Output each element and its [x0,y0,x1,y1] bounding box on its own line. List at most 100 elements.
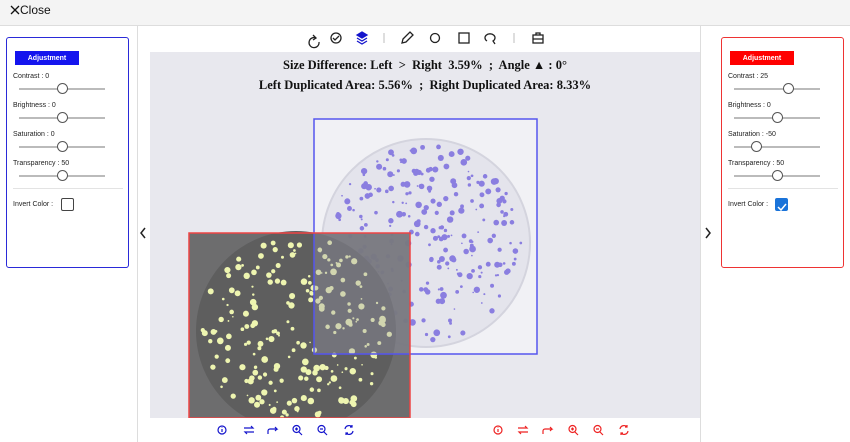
colony [388,185,394,192]
colony [448,318,452,323]
colony [251,320,259,327]
colony [490,283,495,288]
slider-thumb[interactable] [772,170,783,181]
zoom-out-button[interactable] [593,424,604,436]
invert-checkbox[interactable] [61,198,74,211]
colony [296,242,303,248]
prev-arrow[interactable] [138,226,148,240]
colony [244,342,248,346]
colony [418,183,425,190]
colony [359,196,364,201]
redo-button[interactable] [267,426,279,434]
slider-thumb[interactable] [57,170,68,181]
colony [316,376,323,383]
swap-button[interactable] [517,425,529,435]
colony [436,264,442,270]
colony [243,272,250,280]
colony [338,218,342,222]
colony [439,298,446,305]
colony [504,269,510,275]
info-button[interactable] [217,425,227,435]
colony [272,246,278,253]
colony [287,355,291,359]
colony [413,220,421,228]
colony [360,167,368,175]
invert-checkbox[interactable] [775,198,788,212]
colony [411,148,414,152]
colony [509,241,512,245]
colony [358,377,363,382]
icon-path [217,425,227,435]
confirm-button[interactable] [330,32,342,44]
colony [443,228,448,233]
colony [409,319,416,326]
zoom-in-button[interactable] [292,424,303,436]
pencil-button[interactable] [401,31,414,44]
slider-label: Brightness : 0 [13,102,56,109]
reset-button[interactable] [344,425,354,435]
colony [294,406,300,412]
colony [336,364,339,366]
colony [477,265,483,270]
colony [396,210,403,218]
colony [479,192,484,197]
colony [268,380,273,385]
separator [13,188,123,189]
slider-thumb[interactable] [783,83,794,94]
next-arrow[interactable] [703,226,713,240]
colony [480,302,483,304]
colony [447,335,451,339]
colony [513,257,517,261]
slider-thumb[interactable] [57,141,68,152]
colony [470,174,474,178]
colony [246,394,249,397]
slider-thumb[interactable] [772,112,783,123]
colony [420,144,425,150]
colony [358,303,365,310]
colony [257,346,262,351]
colony [249,298,257,306]
info-button[interactable] [493,425,503,435]
reset-button[interactable] [619,425,629,435]
zoom-out-button[interactable] [317,424,328,436]
colony [291,397,298,404]
colony [440,291,447,299]
zoom-in-button[interactable] [568,424,579,436]
colony [330,263,334,267]
slider-thumb[interactable] [57,83,68,94]
colony [335,323,342,330]
rectangle-button[interactable] [458,32,470,44]
colony [300,366,307,373]
colony [489,308,495,314]
colony [338,386,342,390]
colony [364,222,368,227]
colony [318,303,325,310]
colony [273,362,281,370]
slider-thumb[interactable] [751,141,762,152]
rotate-button[interactable] [308,34,320,49]
circle-button[interactable] [429,32,441,44]
colony [318,295,323,301]
layers-button[interactable] [355,31,369,45]
colony [468,239,473,244]
colony [362,328,367,334]
close-label: Close [20,3,51,17]
close-button[interactable]: Close [10,3,51,17]
colony [446,216,454,223]
lasso-button[interactable] [484,33,496,45]
colony [280,279,287,286]
export-button[interactable] [532,32,544,44]
colony [301,358,309,366]
swap-button[interactable] [243,425,255,435]
icon-path [542,426,554,434]
colony [309,291,314,295]
colony [214,330,218,333]
colony [385,158,389,162]
colony [387,171,394,178]
colony [388,218,394,224]
colony [519,241,523,245]
slider-thumb[interactable] [57,112,68,123]
colony [348,182,352,186]
colony [352,208,355,212]
redo-button[interactable] [542,426,554,434]
